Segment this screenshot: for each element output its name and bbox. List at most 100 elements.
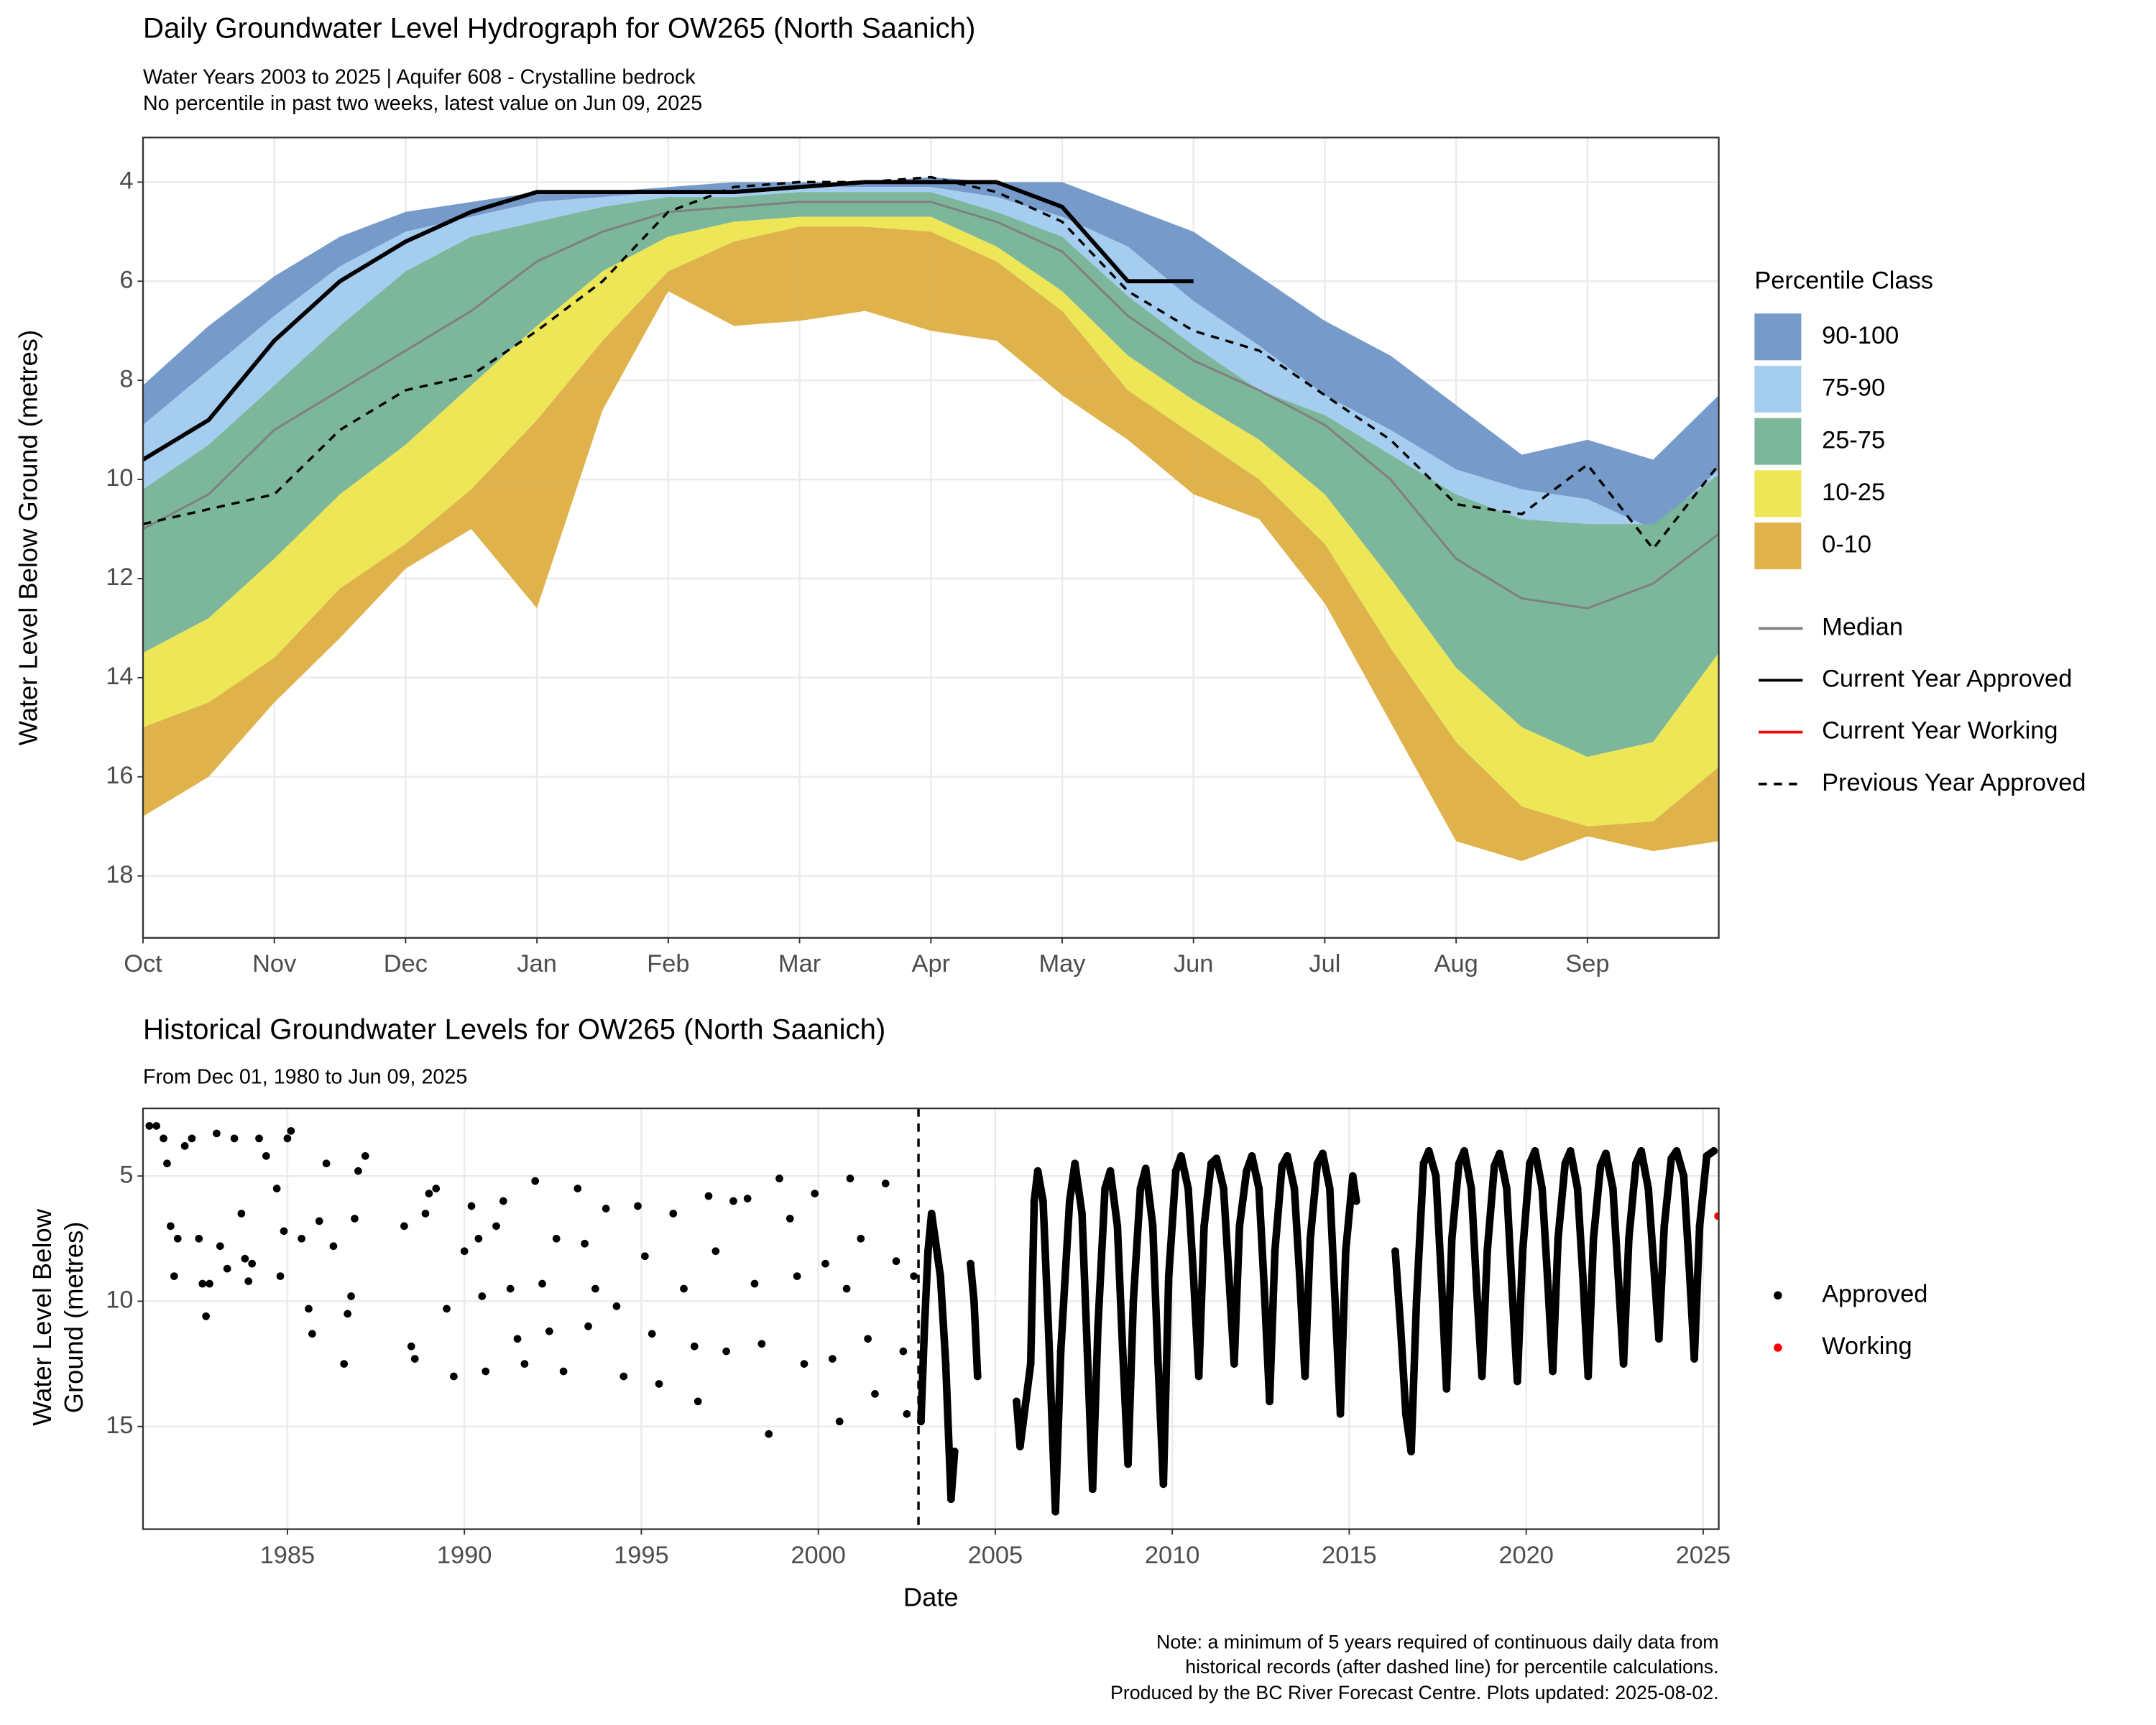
y-tick-label: 6 — [119, 266, 133, 293]
data-point — [1235, 1222, 1244, 1230]
data-point — [1148, 1222, 1157, 1230]
legend-label: Approved — [1822, 1280, 1927, 1307]
data-point — [1554, 1234, 1562, 1243]
data-point — [213, 1129, 221, 1138]
data-point — [1230, 1360, 1238, 1368]
data-point — [1030, 1197, 1038, 1205]
legend-swatch — [1754, 523, 1802, 570]
data-point — [602, 1205, 610, 1213]
data-point — [195, 1234, 203, 1243]
data-point — [443, 1305, 451, 1313]
plot-area — [145, 1108, 1719, 1530]
data-point — [248, 1259, 257, 1268]
data-point — [1260, 1284, 1268, 1293]
data-point — [1637, 1146, 1646, 1155]
data-point — [1508, 1284, 1516, 1293]
data-point — [1051, 1507, 1059, 1516]
data-point — [1690, 1355, 1698, 1363]
chart-subtitle: Water Years 2003 to 2025 | Aquifer 608 -… — [143, 66, 696, 89]
x-tick-label: Feb — [647, 950, 689, 978]
x-axis-label: Date — [903, 1583, 959, 1612]
data-point — [1065, 1197, 1074, 1205]
data-point — [1271, 1247, 1279, 1256]
data-point — [612, 1302, 621, 1310]
data-point — [1319, 1149, 1327, 1158]
data-point — [1467, 1184, 1475, 1192]
data-point — [1490, 1162, 1498, 1170]
chart-subtitle: No percentile in past two weeks, latest … — [143, 92, 702, 115]
x-tick-label: 1985 — [260, 1542, 315, 1569]
data-point — [800, 1360, 808, 1368]
data-point — [188, 1134, 196, 1143]
legend-swatch — [1754, 365, 1802, 413]
data-point — [950, 1448, 959, 1455]
note: Produced by the BC River Forecast Centre… — [1110, 1682, 1719, 1703]
data-point — [340, 1360, 349, 1368]
data-point — [899, 1347, 908, 1356]
y-tick-label: 14 — [106, 663, 133, 690]
data-point — [793, 1272, 801, 1280]
data-point — [241, 1254, 249, 1263]
data-point — [425, 1190, 433, 1197]
data-point — [1543, 1272, 1552, 1280]
data-point — [921, 1322, 929, 1330]
data-point — [941, 1360, 950, 1368]
y-tick-label: 4 — [119, 167, 133, 194]
data-point — [450, 1372, 458, 1381]
data-point — [1342, 1247, 1350, 1256]
x-tick-label: Apr — [911, 950, 950, 978]
data-point — [634, 1202, 642, 1210]
data-point — [1631, 1159, 1640, 1168]
data-point — [835, 1417, 844, 1426]
data-point — [1695, 1222, 1704, 1230]
x-tick-label: 2005 — [968, 1542, 1023, 1569]
data-point — [917, 1417, 925, 1426]
data-point — [1026, 1360, 1035, 1368]
data-point — [347, 1292, 355, 1300]
data-point — [923, 1247, 932, 1256]
data-point — [640, 1252, 649, 1261]
x-tick-label: Dec — [384, 950, 428, 978]
data-point — [765, 1430, 773, 1438]
x-tick-label: 2020 — [1498, 1542, 1554, 1569]
data-point — [1714, 1212, 1719, 1220]
data-point — [1194, 1372, 1203, 1381]
y-tick-label: 8 — [119, 365, 133, 392]
data-point — [1212, 1154, 1221, 1163]
data-point — [573, 1184, 582, 1192]
data-point — [750, 1279, 759, 1288]
percentile-band — [142, 216, 1719, 827]
data-point — [1301, 1372, 1309, 1381]
data-point — [1614, 1272, 1623, 1280]
data-point — [1419, 1159, 1428, 1168]
data-point — [1243, 1167, 1250, 1175]
data-point — [272, 1184, 281, 1192]
y-tick-label: 18 — [106, 861, 133, 888]
data-point — [1255, 1184, 1263, 1192]
data-point — [931, 1234, 939, 1243]
legend-label: Working — [1822, 1333, 1912, 1360]
y-axis-label: Ground (metres) — [59, 1222, 88, 1414]
data-point — [936, 1272, 944, 1280]
data-point — [280, 1227, 288, 1236]
data-point — [1200, 1222, 1208, 1230]
x-tick-label: Aug — [1434, 950, 1478, 978]
data-point — [1519, 1247, 1527, 1256]
data-point — [1129, 1297, 1138, 1305]
legend-swatch — [1754, 313, 1802, 361]
data-point — [1283, 1151, 1291, 1160]
series-line — [142, 180, 1194, 461]
percentile-band — [142, 177, 1719, 530]
data-point — [1608, 1184, 1617, 1192]
data-point — [1602, 1149, 1610, 1158]
percentile-band — [142, 192, 1719, 758]
data-point — [315, 1217, 323, 1225]
data-point — [1455, 1159, 1463, 1168]
data-point — [864, 1335, 872, 1343]
data-point — [531, 1177, 540, 1185]
legend-marker — [1774, 1291, 1782, 1300]
data-point — [1171, 1167, 1180, 1175]
data-point — [1625, 1234, 1633, 1243]
legend-label: Current Year Approved — [1822, 666, 2072, 693]
